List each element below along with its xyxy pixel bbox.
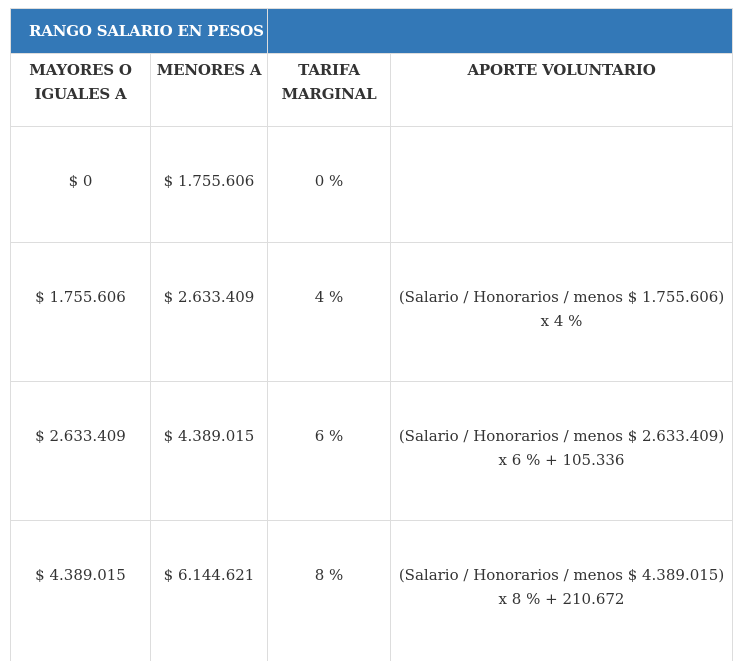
salary-range-table: RANGO SALARIO EN PESOS MAYORES O IGUALES… [9,8,734,661]
table-row: $ 4.389.015 $ 6.144.621 8 % (Salario / H… [10,520,734,661]
cell-to: $ 1.755.606 [149,126,269,243]
cell-from: $ 2.633.409 [10,381,151,521]
table-row: $ 2.633.409 $ 4.389.015 6 % (Salario / H… [10,381,734,521]
cell-rate: 8 % [267,520,392,661]
column-header-row: MAYORES O IGUALES A MENORES A TARIFA MAR… [10,53,734,127]
table-title-row: RANGO SALARIO EN PESOS [9,8,734,54]
cell-rate: 4 % [267,242,392,382]
cell-from: $ 0 [10,126,151,243]
contribution-formula: (Salario / Honorarios / menos $ 4.389.01… [398,566,725,608]
cell-contribution: (Salario / Honorarios / menos $ 2.633.40… [390,381,734,521]
cell-contribution [390,126,734,243]
column-header-contribution: APORTE VOLUNTARIO [390,53,734,127]
column-header-to: MENORES A [149,53,269,127]
cell-to: $ 4.389.015 [149,381,269,521]
cell-contribution: (Salario / Honorarios / menos $ 4.389.01… [390,520,734,661]
cell-from: $ 1.755.606 [10,242,151,382]
cell-to: $ 2.633.409 [149,242,269,382]
table-row: $ 1.755.606 $ 2.633.409 4 % (Salario / H… [10,242,734,382]
right-title [267,8,734,54]
contribution-formula: (Salario / Honorarios / menos $ 2.633.40… [398,427,725,469]
cell-from: $ 4.389.015 [10,520,151,661]
table-row: $ 0 $ 1.755.606 0 % [10,126,734,243]
cell-to: $ 6.144.621 [149,520,269,661]
cell-rate: 6 % [267,381,392,521]
cell-rate: 0 % [267,126,392,243]
column-header-rate: TARIFA MARGINAL [267,53,392,127]
range-title: RANGO SALARIO EN PESOS [9,8,269,54]
column-header-from: MAYORES O IGUALES A [10,53,151,127]
cell-contribution: (Salario / Honorarios / menos $ 1.755.60… [390,242,734,382]
contribution-formula: (Salario / Honorarios / menos $ 1.755.60… [398,288,725,330]
